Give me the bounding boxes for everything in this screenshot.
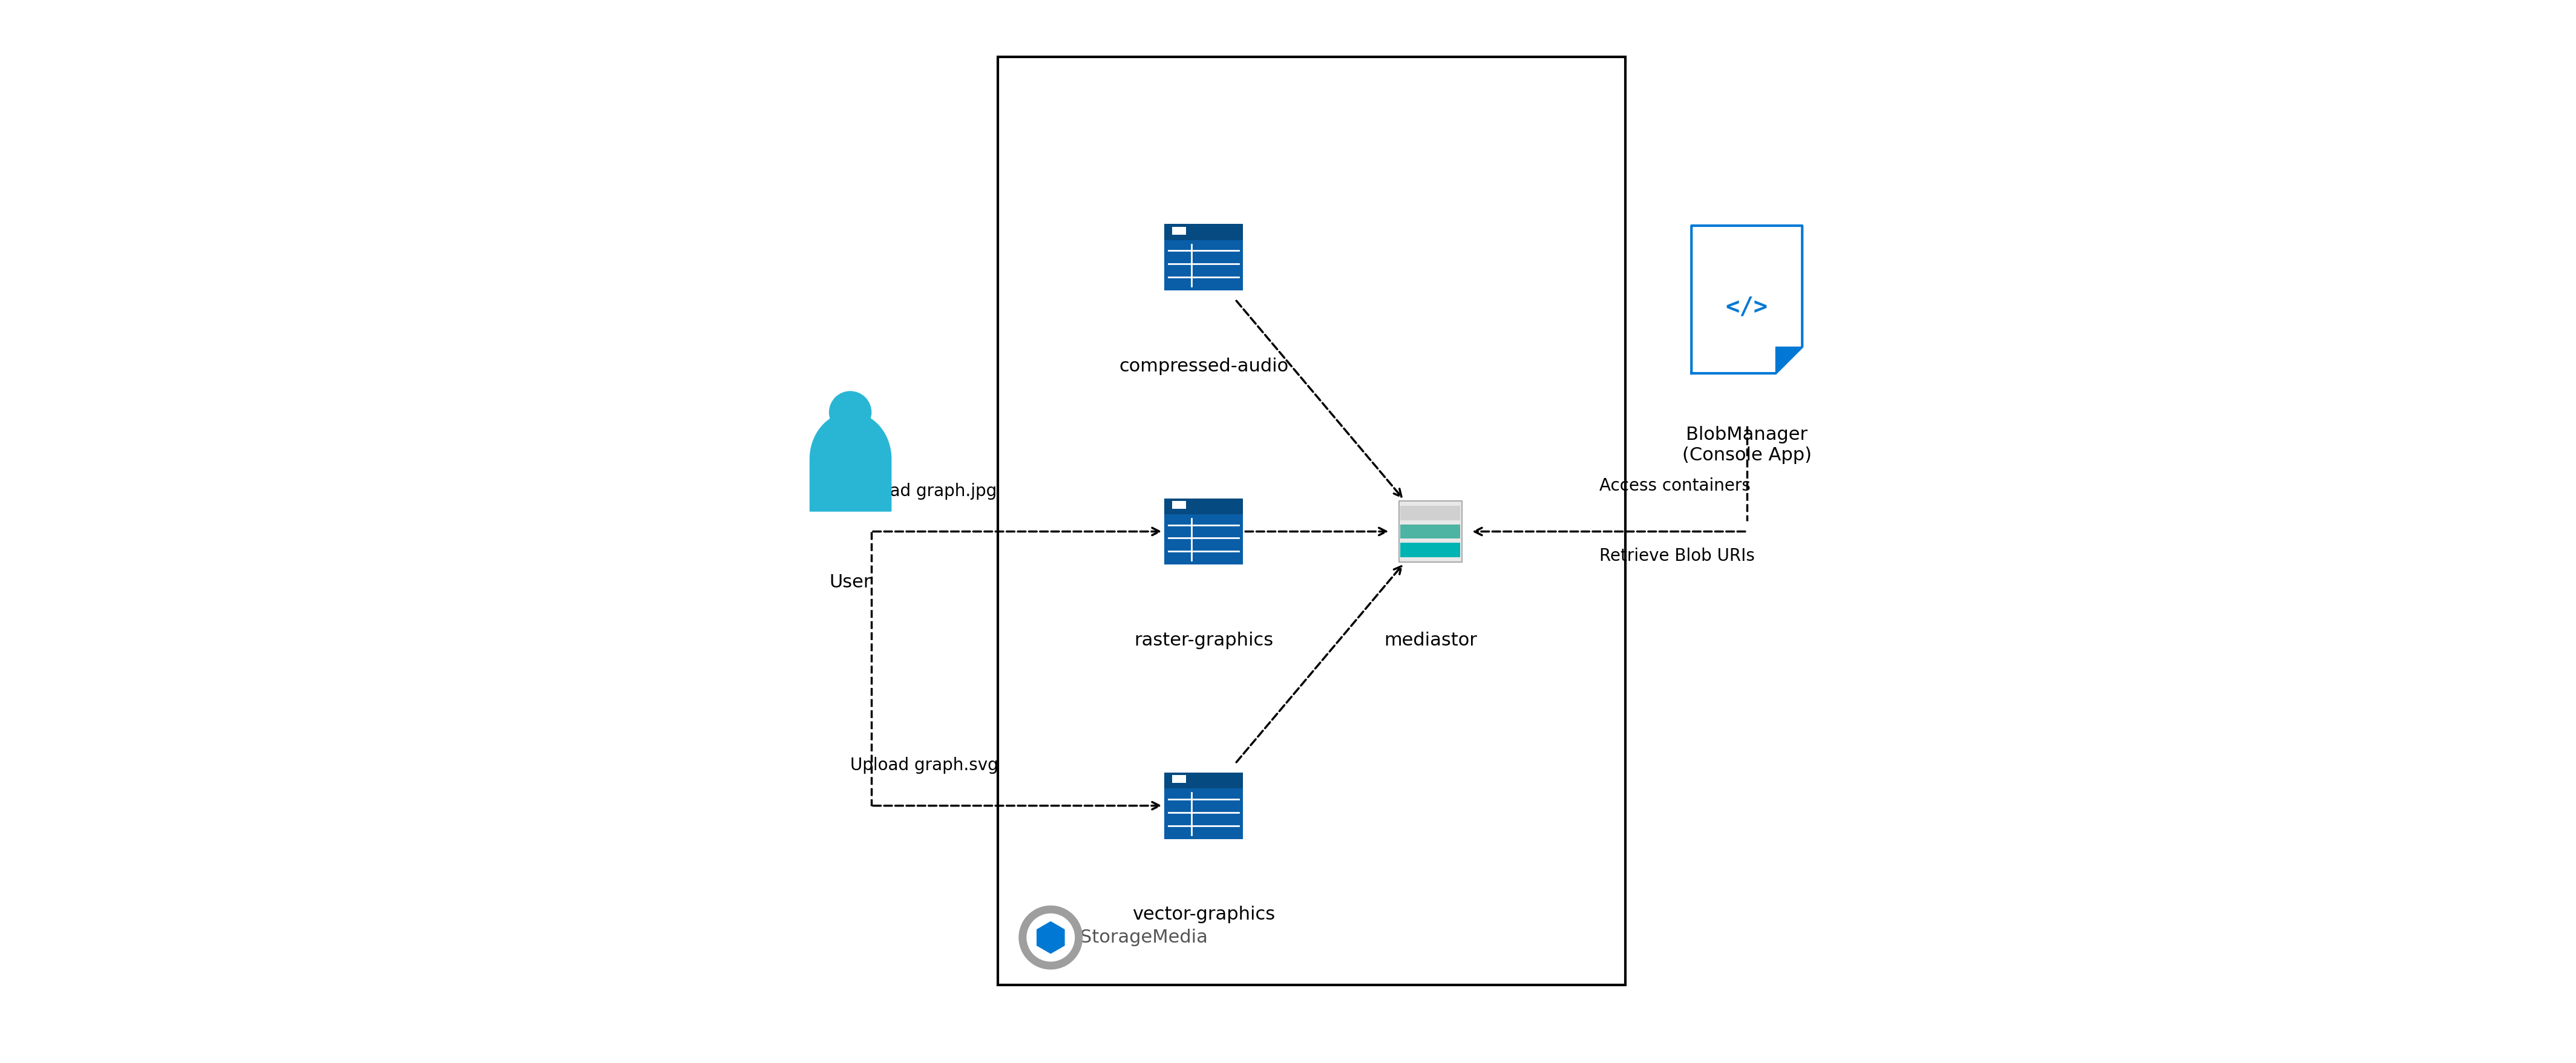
Text: User: User [829,574,871,591]
Polygon shape [1038,922,1064,954]
Bar [1401,524,1461,539]
Bar [1164,773,1244,789]
Bar [1164,499,1244,564]
Polygon shape [1692,225,1803,373]
Text: Access containers: Access containers [1600,477,1749,494]
Text: compressed-audio: compressed-audio [1118,357,1288,375]
Bar [1401,543,1461,557]
Text: BlobManager
(Console App): BlobManager (Console App) [1682,426,1811,463]
Text: </>: </> [1726,296,1767,318]
Bar [1172,501,1185,509]
Text: Upload graph.svg: Upload graph.svg [850,757,997,774]
Text: raster-graphics: raster-graphics [1133,631,1273,649]
Text: StorageMedia: StorageMedia [1079,929,1208,946]
Bar [1172,775,1185,783]
Bar [1164,224,1244,240]
Polygon shape [1775,347,1803,373]
Bar [1164,499,1244,514]
Circle shape [1020,906,1082,969]
Text: vector-graphics: vector-graphics [1133,906,1275,924]
Bar [1164,773,1244,839]
Bar [1401,506,1461,520]
Circle shape [1028,914,1074,961]
Text: Upload graph.jpg: Upload graph.jpg [853,483,997,500]
Text: mediastor: mediastor [1383,631,1476,649]
Bar [1164,224,1244,290]
Bar [997,57,1625,985]
Bar [1172,226,1185,235]
Text: Retrieve Blob URIs: Retrieve Blob URIs [1600,547,1754,564]
Circle shape [829,391,871,434]
Bar [1399,501,1463,562]
